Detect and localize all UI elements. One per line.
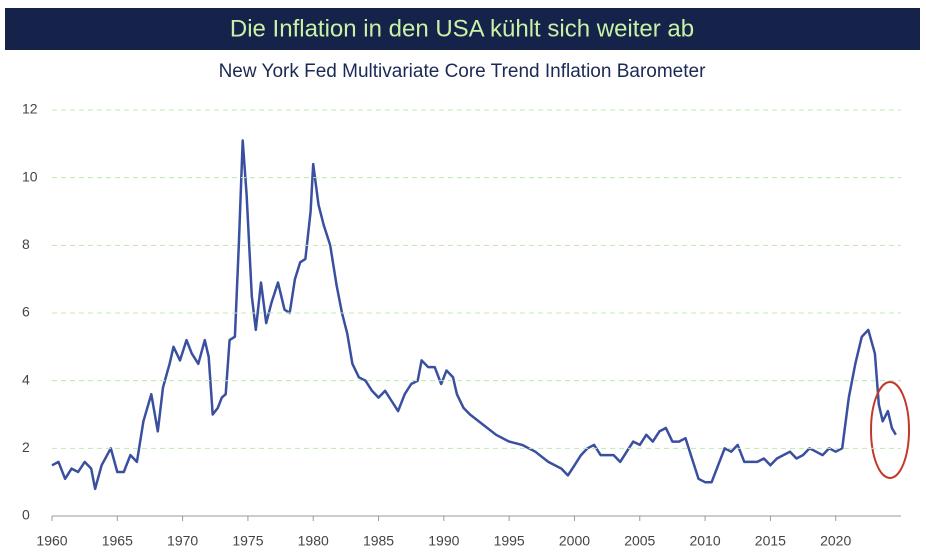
y-tick-label: 6 [22,304,30,320]
title-banner [5,8,920,50]
x-tick-label: 2005 [624,533,655,549]
y-tick-label: 10 [22,168,38,184]
x-tick-label: 2015 [755,533,786,549]
x-tick-label: 2010 [689,533,720,549]
y-tick-label: 2 [22,439,30,455]
x-tick-label: 1985 [363,533,394,549]
y-tick-label: 12 [22,101,38,117]
x-tick-label: 1975 [232,533,263,549]
x-tick-label: 1990 [428,533,459,549]
x-tick-label: 1995 [494,533,525,549]
data-line [51,139,897,491]
x-tick-label: 1965 [102,533,133,549]
chart-title: Die Inflation in den USA kühlt sich weit… [230,15,694,42]
x-tick-label: 2000 [559,533,590,549]
y-tick-label: 8 [22,236,30,252]
chart-subtitle: New York Fed Multivariate Core Trend Inf… [219,61,707,82]
highlight-ellipse [870,381,910,479]
y-tick-label: 4 [22,371,30,387]
x-tick-label: 2020 [820,533,851,549]
x-tick-label: 1980 [298,533,329,549]
y-tick-label: 0 [22,507,30,523]
x-tick-label: 1970 [167,533,198,549]
x-tick-label: 1960 [36,533,67,549]
